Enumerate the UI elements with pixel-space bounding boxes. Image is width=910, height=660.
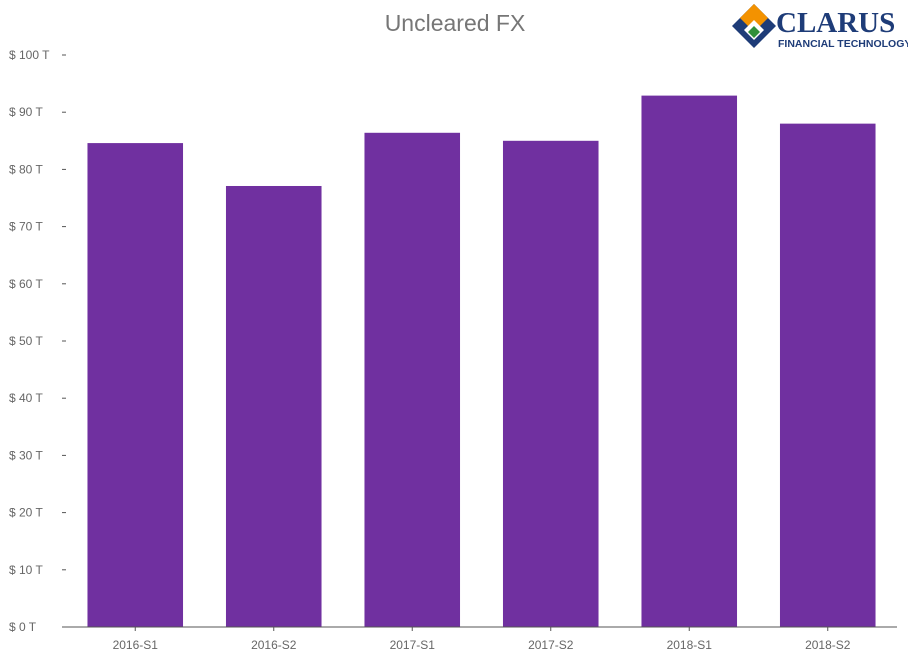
y-tick-label: $ 0 T (9, 620, 37, 634)
bars-layer (87, 95, 876, 628)
clarus-logo-mark-icon (732, 4, 776, 48)
y-tick-label: $ 70 T (9, 220, 43, 234)
x-tick-label: 2016-S2 (251, 638, 297, 652)
bar-2017-S1 (364, 132, 461, 628)
y-tick-label: $ 50 T (9, 334, 43, 348)
y-tick-label: $ 100 T (9, 48, 50, 62)
chart-title: Uncleared FX (384, 10, 526, 36)
y-tick-label: $ 40 T (9, 391, 43, 405)
logo-name: CLARUS (776, 7, 895, 39)
y-tick-label: $ 80 T (9, 162, 43, 176)
x-axis-ticks: 2016-S1 2016-S2 2017-S1 2017-S2 2018-S1 2018-… (113, 627, 851, 652)
bar-2016-S1 (87, 143, 184, 627)
bar-2017-S2 (502, 140, 599, 628)
y-axis-ticks: $ 0 T $ 10 T $ 20 T $ 30 T $ 40 T $ 50 T $ 60 … (9, 48, 66, 634)
y-tick-label: $ 30 T (9, 448, 43, 462)
x-tick-label: 2017-S1 (390, 638, 436, 652)
y-tick-label: $ 20 T (9, 506, 43, 520)
bar-2016-S2 (225, 185, 322, 628)
y-tick-label: $ 90 T (9, 105, 43, 119)
x-tick-label: 2018-S1 (667, 638, 713, 652)
y-tick-label: $ 10 T (9, 563, 43, 577)
y-tick-label: $ 60 T (9, 277, 43, 291)
logo-tagline: FINANCIAL TECHNOLOGY (778, 38, 908, 50)
bar-2018-S1 (641, 95, 738, 628)
clarus-logo: CLARUS FINANCIAL TECHNOLOGY (732, 4, 908, 50)
x-tick-label: 2016-S1 (113, 638, 159, 652)
bar-2018-S2 (779, 123, 876, 627)
x-tick-label: 2017-S2 (528, 638, 574, 652)
x-tick-label: 2018-S2 (805, 638, 851, 652)
